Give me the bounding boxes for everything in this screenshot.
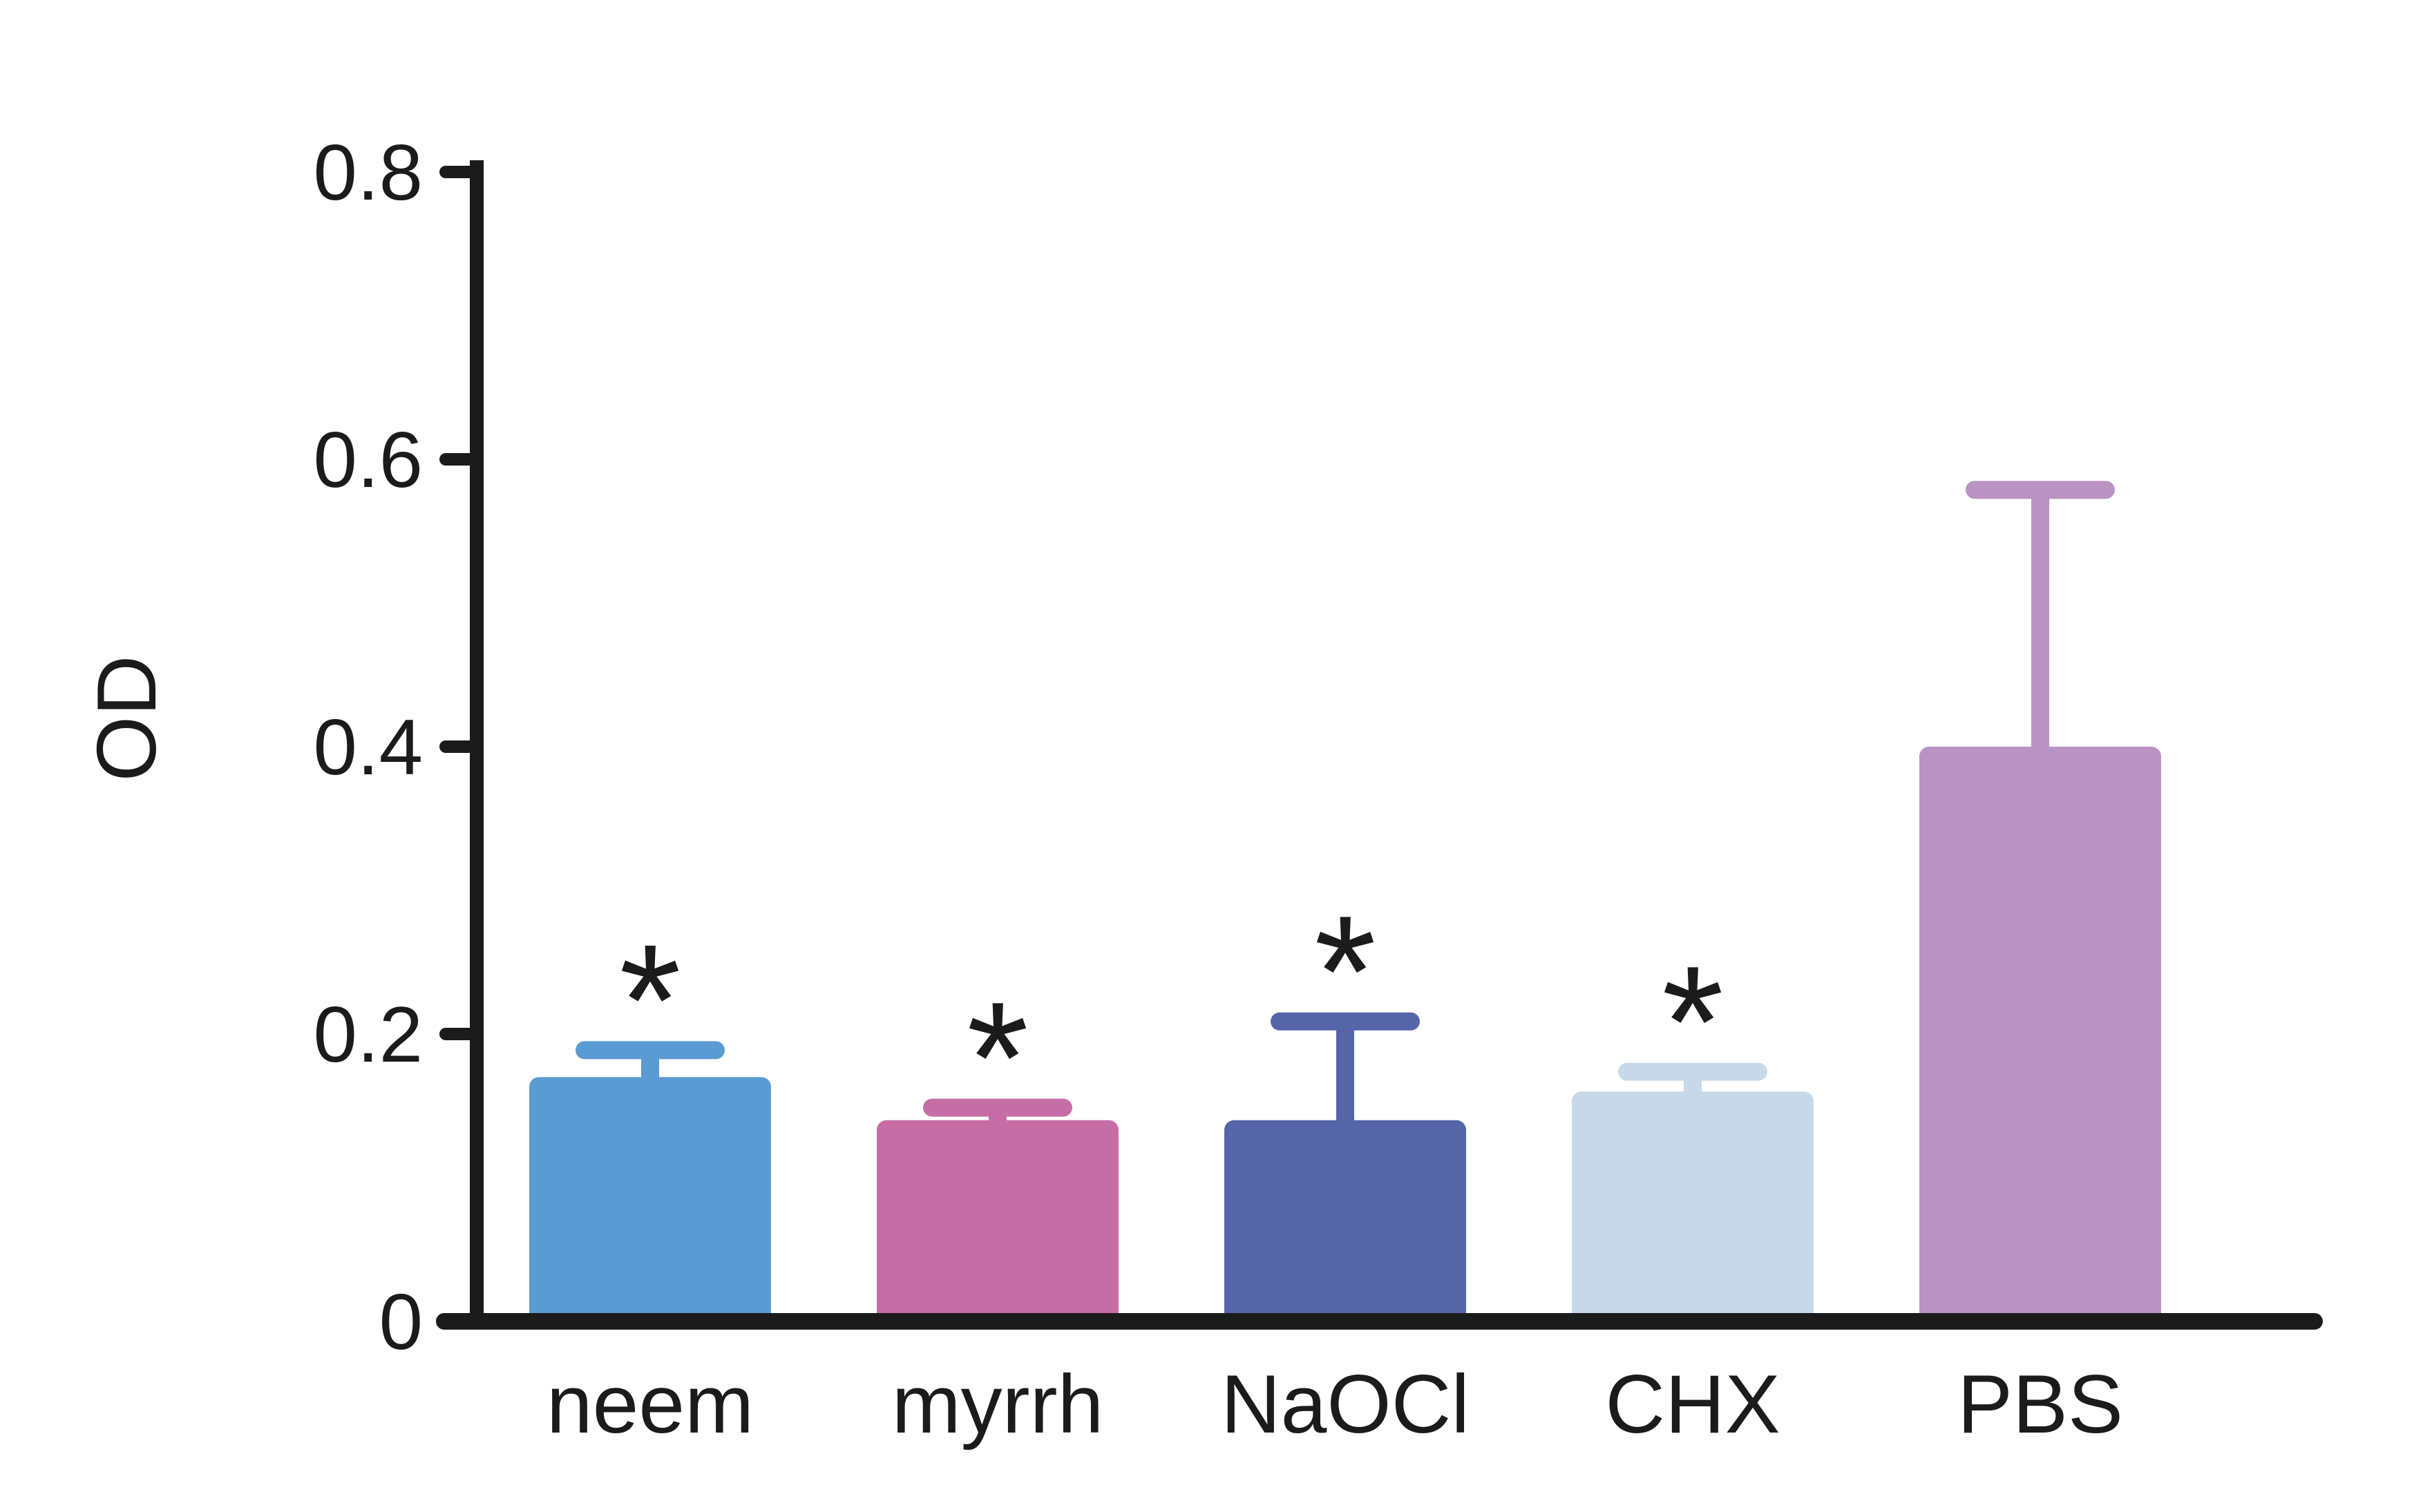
bar-CHX [1572, 1091, 1814, 1328]
y-axis-title: OD [79, 655, 173, 782]
x-tick-label-NaOCl: NaOCl [1221, 1358, 1470, 1451]
bar-NaOCl [1224, 1120, 1466, 1328]
bar-myrrh [877, 1120, 1119, 1328]
x-tick-label-PBS: PBS [1957, 1358, 2123, 1451]
bar-group-myrrh: * [877, 969, 1119, 1328]
significance-asterisk-neem: * [619, 911, 681, 1089]
bar-group-CHX: * [1572, 933, 1814, 1328]
bars-layer: * * * * [529, 481, 2161, 1328]
bar-group-PBS [1919, 481, 2161, 1328]
bar-group-NaOCl: * [1224, 883, 1466, 1328]
significance-asterisk-CHX: * [1662, 933, 1724, 1111]
y-tick-label-0.8: 0.8 [314, 129, 423, 217]
y-tick-label-0.4: 0.4 [314, 704, 423, 792]
labels-layer: neem myrrh NaOCl CHX PBS 0 0.2 0.4 0.6 0.8 [314, 129, 2124, 1451]
x-tick-label-neem: neem [547, 1358, 754, 1451]
y-tick-label-0.6: 0.6 [314, 417, 423, 504]
x-tick-label-CHX: CHX [1605, 1358, 1780, 1451]
y-tick-label-0: 0 [379, 1279, 423, 1366]
significance-asterisk-NaOCl: * [1314, 883, 1376, 1060]
x-tick-label-myrrh: myrrh [892, 1358, 1104, 1451]
bar-PBS [1919, 747, 2161, 1328]
bar-neem [529, 1077, 771, 1328]
bar-group-neem: * [529, 911, 771, 1328]
y-tick-label-0.2: 0.2 [314, 991, 423, 1079]
significance-asterisk-myrrh: * [967, 969, 1029, 1147]
axes-layer [436, 160, 2323, 1330]
